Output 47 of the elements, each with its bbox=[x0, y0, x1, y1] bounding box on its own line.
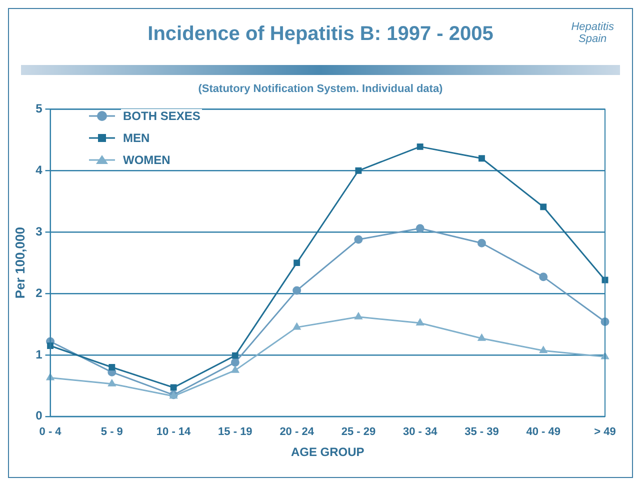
point bbox=[416, 318, 424, 326]
point bbox=[540, 204, 547, 210]
point bbox=[232, 352, 238, 359]
chart-subtitle: (Statutory Notification System. Individual data) bbox=[197, 83, 444, 95]
x-tick-label: 25 - 29 bbox=[341, 426, 376, 438]
point bbox=[354, 312, 362, 320]
x-tick-label: 15 - 19 bbox=[218, 426, 252, 438]
point bbox=[294, 260, 300, 266]
x-tick-label: > 49 bbox=[594, 426, 616, 438]
y-tick-label: 3 bbox=[36, 224, 43, 238]
x-tick-label: 20 - 24 bbox=[280, 426, 315, 438]
point bbox=[478, 334, 486, 341]
point bbox=[355, 167, 362, 174]
point bbox=[601, 352, 609, 360]
point bbox=[539, 272, 548, 282]
text: Hepatitis Spain bbox=[571, 21, 614, 45]
point bbox=[416, 224, 424, 233]
point bbox=[354, 235, 363, 244]
y-tick-label: 1 bbox=[36, 347, 43, 362]
point bbox=[230, 358, 240, 367]
x-tick-label: 30 - 34 bbox=[402, 426, 438, 438]
y-tick-label: 0 bbox=[36, 408, 43, 423]
point bbox=[478, 155, 485, 162]
point bbox=[170, 384, 177, 391]
x-tick-label: 40 - 49 bbox=[526, 426, 560, 438]
x-axis-title: AGE GROUP bbox=[290, 445, 364, 460]
point bbox=[293, 323, 301, 330]
x-tick-label: 10 - 14 bbox=[156, 426, 192, 438]
point bbox=[292, 286, 302, 295]
point bbox=[108, 380, 116, 386]
point bbox=[108, 364, 116, 370]
x-tick-label: 0 - 4 bbox=[39, 426, 62, 438]
y-tick-label: 4 bbox=[36, 162, 43, 177]
y-axis-title: Per 100,000 bbox=[12, 227, 28, 299]
legend-label: MEN bbox=[121, 131, 152, 145]
chart-title: Incidence of Hepatitis B: 1997 - 2005 bbox=[148, 23, 494, 45]
x-tick-label: 35 - 39 bbox=[464, 426, 499, 438]
point bbox=[540, 346, 548, 354]
y-tick-label: 5 bbox=[36, 102, 43, 116]
y-tick-label: 2 bbox=[36, 286, 43, 300]
point bbox=[416, 143, 424, 150]
point bbox=[231, 366, 239, 373]
point bbox=[477, 238, 486, 248]
legend-label: BOTH SEXES bbox=[121, 109, 202, 123]
x-tick-label: 5 - 9 bbox=[100, 426, 123, 438]
legend-label: WOMEN bbox=[121, 153, 172, 167]
point bbox=[47, 342, 54, 349]
